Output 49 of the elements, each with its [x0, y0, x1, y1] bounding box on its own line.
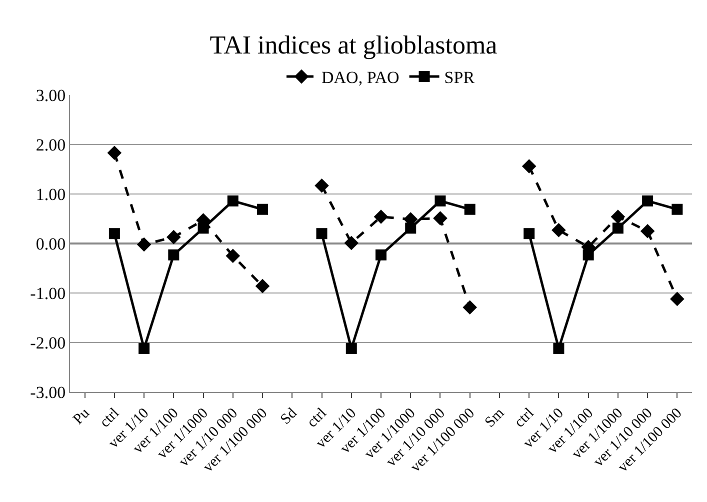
- y-tick-label: 0.00: [36, 234, 66, 254]
- x-tick-label: ctrl: [512, 405, 538, 431]
- point: [346, 342, 357, 354]
- point: [344, 236, 359, 250]
- point: [522, 159, 536, 174]
- point: [376, 249, 386, 260]
- point: [582, 249, 594, 260]
- point: [670, 292, 684, 306]
- point: [227, 195, 238, 206]
- y-tick-label: -2.00: [30, 333, 66, 352]
- x-tick-label: Sm: [482, 405, 508, 431]
- point: [108, 228, 120, 240]
- y-tick-label: 3.00: [36, 86, 66, 105]
- point: [314, 178, 329, 193]
- point: [136, 237, 152, 252]
- point: [612, 222, 624, 234]
- point: [462, 300, 478, 315]
- point: [553, 342, 564, 354]
- point: [405, 222, 416, 234]
- point: [257, 204, 268, 215]
- point: [226, 248, 240, 264]
- point: [255, 278, 270, 294]
- point: [433, 211, 448, 226]
- point: [552, 222, 566, 238]
- point: [138, 342, 150, 354]
- y-tick-label: -3.00: [30, 382, 66, 402]
- point: [166, 230, 181, 244]
- point: [524, 228, 535, 240]
- x-tick-label: Pu: [70, 404, 94, 428]
- legend-label: SPR: [444, 68, 476, 88]
- point: [434, 195, 446, 206]
- y-tick-label: 2.00: [36, 135, 66, 154]
- y-tick-label: -1.00: [30, 284, 66, 303]
- chart-title: TAI indices at glioblastoma: [210, 30, 498, 60]
- x-tick-label: Sd: [278, 404, 301, 428]
- point: [640, 224, 655, 238]
- point: [198, 222, 209, 234]
- point: [672, 204, 683, 215]
- point: [316, 228, 328, 240]
- point: [168, 249, 180, 260]
- point: [374, 210, 388, 224]
- x-tick-label: ctrl: [97, 405, 123, 431]
- legend-label: DAO, PAO: [322, 68, 400, 88]
- point: [610, 210, 626, 224]
- y-tick-label: 1.00: [36, 184, 66, 204]
- point: [464, 204, 476, 215]
- point: [107, 146, 122, 160]
- x-tick-label: ctrl: [304, 405, 330, 431]
- point: [642, 195, 654, 206]
